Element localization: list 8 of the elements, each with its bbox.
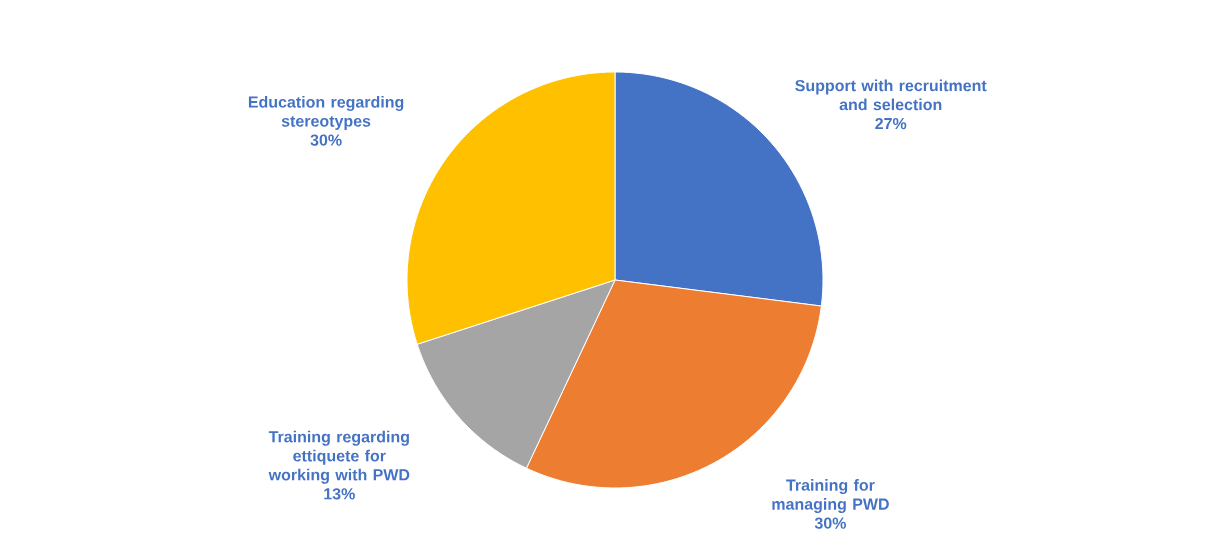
slice-label: Education regarding stereotypes	[248, 95, 404, 130]
slice-label: Training regarding ettiquete for working with PWD	[268, 430, 410, 484]
data-label: 27%	[875, 117, 907, 130]
data-label: 13%	[324, 488, 355, 500]
slice-label: Training for managing PWD	[772, 479, 889, 514]
slice-label: Support with recruitment and selection	[795, 79, 987, 111]
data-label: 30%	[814, 517, 847, 529]
data-label: 30%	[310, 134, 342, 146]
